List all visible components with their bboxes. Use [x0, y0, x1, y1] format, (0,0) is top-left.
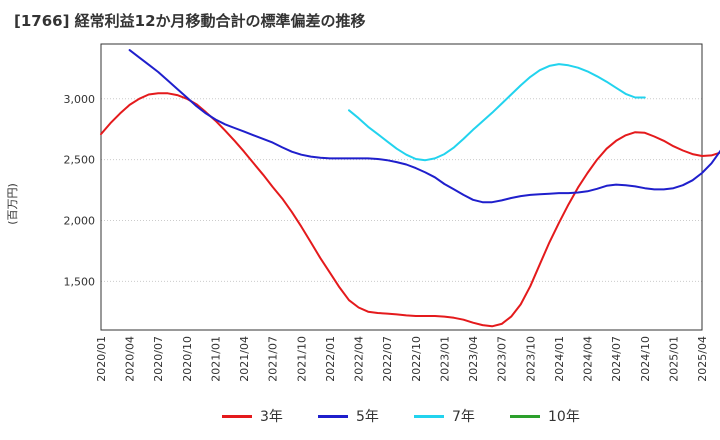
x-tick-label: 2024/01: [553, 336, 566, 382]
legend-item: 7年: [414, 404, 475, 428]
x-tick-label: 2022/01: [324, 336, 337, 382]
y-tick-label: 3,000: [64, 93, 96, 106]
x-tick-label: 2022/07: [381, 336, 394, 382]
legend-item: 10年: [510, 404, 580, 428]
legend-swatch: [318, 414, 348, 418]
x-tick-label: 2023/01: [438, 336, 451, 382]
legend-swatch: [510, 414, 540, 418]
legend-label: 7年: [452, 409, 475, 425]
legend-label: 5年: [356, 409, 379, 425]
x-tick-label: 2020/10: [181, 336, 194, 382]
x-tick-label: 2020/07: [152, 336, 165, 382]
series-line: [348, 63, 646, 162]
x-tick-label: 2023/04: [467, 336, 480, 382]
x-tick-label: 2021/10: [295, 336, 308, 382]
series-line: [128, 49, 720, 204]
x-tick-label: 2023/10: [524, 336, 537, 382]
x-tick-label: 2023/07: [496, 336, 509, 382]
x-tick-label: 2025/01: [667, 336, 680, 382]
y-tick-label: 2,500: [64, 154, 96, 167]
legend: 3年 5年 7年 10年: [0, 404, 720, 428]
x-axis: 2020/01 2020/04 2020/07 2020/10 2021/01 2021/…: [95, 336, 709, 382]
series-lines: [100, 49, 720, 328]
y-tick-label: 1,500: [64, 275, 96, 288]
legend-label: 3年: [260, 409, 283, 425]
chart-title: [1766] 経常利益12か月移動合計の標準偏差の推移: [14, 12, 366, 30]
legend-swatch: [414, 414, 444, 418]
y-tick-label: 2,000: [64, 214, 96, 227]
legend-item: 5年: [318, 404, 379, 428]
x-tick-label: 2022/04: [353, 336, 366, 382]
series-line: [100, 92, 720, 328]
y-axis: 1,500 2,000 2,500 3,000: [64, 93, 96, 289]
plot-frame: [100, 43, 703, 331]
x-tick-label: 2024/10: [639, 336, 652, 382]
x-tick-label: 2021/04: [238, 336, 251, 382]
grid-lines: [101, 98, 702, 282]
x-tick-label: 2024/04: [582, 336, 595, 382]
legend-label: 10年: [548, 409, 580, 425]
x-tick-label: 2022/10: [410, 336, 423, 382]
y-axis-label: (百万円): [6, 183, 19, 225]
x-tick-label: 2021/07: [267, 336, 280, 382]
x-tick-label: 2021/01: [209, 336, 222, 382]
x-tick-label: 2020/01: [95, 336, 108, 382]
x-tick-label: 2024/07: [610, 336, 623, 382]
legend-item: 3年: [222, 404, 283, 428]
legend-swatch: [222, 414, 252, 418]
x-tick-label: 2025/04: [696, 336, 709, 382]
x-tick-label: 2020/04: [124, 336, 137, 382]
